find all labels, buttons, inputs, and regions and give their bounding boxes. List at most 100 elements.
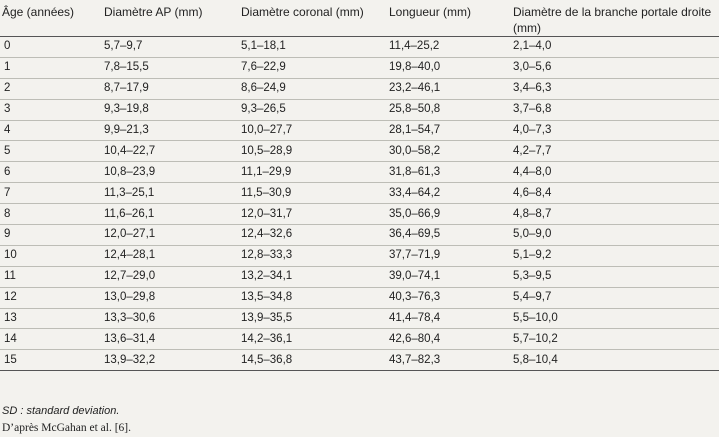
footnote-sd: SD : standard deviation. — [2, 405, 120, 417]
cell-ap-diameter: 8,7–17,9 — [104, 82, 149, 95]
cell-age: 8 — [4, 207, 11, 220]
footnotes: SD : standard deviation. D’après McGahan… — [2, 403, 131, 437]
cell-age: 15 — [4, 353, 17, 366]
cell-coronal-diameter: 5,1–18,1 — [241, 40, 286, 53]
table-row: 5 10,4–22,7 10,5–28,9 30,0–58,2 4,2–7,7 — [0, 141, 719, 162]
table-row: 15 13,9–32,2 14,5–36,8 43,7–82,3 5,8–10,4 — [0, 350, 719, 371]
cell-coronal-diameter: 13,5–34,8 — [241, 291, 293, 304]
cell-ap-diameter: 13,0–29,8 — [104, 291, 156, 304]
header-row: Âge (années) Diamètre AP (mm) Diamètre c… — [0, 0, 719, 37]
cell-coronal-diameter: 8,6–24,9 — [241, 82, 286, 95]
cell-ap-diameter: 12,7–29,0 — [104, 270, 156, 283]
cell-coronal-diameter: 10,5–28,9 — [241, 144, 293, 157]
table-row: 3 9,3–19,8 9,3–26,5 25,8–50,8 3,7–6,8 — [0, 99, 719, 121]
cell-portal-branch-diameter: 5,3–9,5 — [513, 270, 552, 283]
cell-ap-diameter: 10,4–22,7 — [104, 144, 156, 157]
cell-length: 25,8–50,8 — [389, 103, 441, 116]
cell-age: 3 — [4, 103, 11, 116]
header-age: Âge (années) — [2, 5, 75, 19]
cell-coronal-diameter: 14,5–36,8 — [241, 353, 293, 366]
cell-portal-branch-diameter: 4,0–7,3 — [513, 124, 552, 136]
cell-ap-diameter: 9,9–21,3 — [104, 124, 149, 136]
header-right-portal-branch-diameter: Diamètre de la branche portale droite (m… — [513, 5, 712, 35]
cell-length: 28,1–54,7 — [389, 124, 441, 136]
cell-ap-diameter: 10,8–23,9 — [104, 165, 156, 178]
cell-ap-diameter: 9,3–19,8 — [104, 103, 149, 116]
cell-portal-branch-diameter: 3,7–6,8 — [513, 103, 552, 116]
cell-length: 23,2–46,1 — [389, 82, 441, 95]
table-row: 13 13,3–30,6 13,9–35,5 41,4–78,4 5,5–10,0 — [0, 308, 719, 329]
table-row: 0 5,7–9,7 5,1–18,1 11,4–25,2 2,1–4,0 — [0, 37, 719, 58]
cell-coronal-diameter: 12,4–32,6 — [241, 228, 293, 241]
cell-age: 0 — [4, 40, 11, 53]
cell-age: 7 — [4, 186, 11, 199]
cell-portal-branch-diameter: 5,0–9,0 — [513, 228, 552, 241]
cell-age: 11 — [4, 270, 16, 283]
cell-length: 40,3–76,3 — [389, 291, 441, 304]
cell-length: 36,4–69,5 — [389, 228, 441, 241]
cell-ap-diameter: 13,3–30,6 — [104, 312, 156, 325]
cell-length: 33,4–64,2 — [389, 186, 441, 199]
cell-length: 35,0–66,9 — [389, 207, 441, 220]
header-length: Longueur (mm) — [389, 5, 472, 19]
cell-age: 5 — [4, 144, 11, 157]
table-row: 10 12,4–28,1 12,8–33,3 37,7–71,9 5,1–9,2 — [0, 245, 719, 267]
cell-coronal-diameter: 12,0–31,7 — [241, 207, 293, 220]
cell-age: 4 — [4, 124, 11, 136]
cell-portal-branch-diameter: 5,4–9,7 — [513, 291, 552, 304]
cell-coronal-diameter: 11,1–29,9 — [241, 165, 292, 178]
cell-ap-diameter: 7,8–15,5 — [104, 61, 149, 74]
cell-coronal-diameter: 11,5–30,9 — [241, 186, 292, 199]
cell-ap-diameter: 11,3–25,1 — [104, 186, 155, 199]
table-row: 12 13,0–29,8 13,5–34,8 40,3–76,3 5,4–9,7 — [0, 287, 719, 309]
table-row: 11 12,7–29,0 13,2–34,1 39,0–74,1 5,3–9,5 — [0, 266, 719, 288]
cell-coronal-diameter: 13,2–34,1 — [241, 270, 293, 283]
data-table-container: Âge (années) Diamètre AP (mm) Diamètre c… — [0, 0, 719, 371]
table-row: 14 13,6–31,4 14,2–36,1 42,6–80,4 5,7–10,2 — [0, 329, 719, 350]
cell-ap-diameter: 5,7–9,7 — [104, 40, 143, 53]
cell-portal-branch-diameter: 5,5–10,0 — [513, 312, 558, 325]
cell-coronal-diameter: 9,3–26,5 — [241, 103, 286, 116]
cell-length: 43,7–82,3 — [389, 353, 441, 366]
cell-portal-branch-diameter: 5,1–9,2 — [513, 249, 552, 262]
cell-length: 42,6–80,4 — [389, 332, 441, 345]
cell-ap-diameter: 13,6–31,4 — [104, 332, 156, 345]
table-header: Âge (années) Diamètre AP (mm) Diamètre c… — [0, 0, 719, 37]
table-row: 8 11,6–26,1 12,0–31,7 35,0–66,9 4,8–8,7 — [0, 204, 719, 225]
cell-portal-branch-diameter: 4,4–8,0 — [513, 165, 552, 178]
cell-age: 10 — [4, 249, 17, 262]
cell-age: 14 — [4, 332, 17, 345]
cell-portal-branch-diameter: 5,7–10,2 — [513, 332, 558, 345]
footnote-source: D’après McGahan et al. [6]. — [2, 422, 131, 434]
header-ap-diameter: Diamètre AP (mm) — [104, 5, 203, 19]
liver-dimensions-table: Âge (années) Diamètre AP (mm) Diamètre c… — [0, 0, 719, 371]
cell-length: 41,4–78,4 — [389, 312, 441, 325]
cell-age: 9 — [4, 228, 11, 241]
cell-age: 2 — [4, 82, 11, 95]
cell-coronal-diameter: 13,9–35,5 — [241, 312, 293, 325]
table-row: 4 9,9–21,3 10,0–27,7 28,1–54,7 4,0–7,3 — [0, 120, 719, 141]
cell-ap-diameter: 11,6–26,1 — [104, 207, 155, 220]
cell-length: 37,7–71,9 — [389, 249, 441, 262]
table-body: 0 5,7–9,7 5,1–18,1 11,4–25,2 2,1–4,0 1 7,8–15,… — [0, 37, 719, 371]
cell-ap-diameter: 12,4–28,1 — [104, 249, 156, 262]
cell-portal-branch-diameter: 2,1–4,0 — [513, 40, 552, 53]
table-row: 2 8,7–17,9 8,6–24,9 23,2–46,1 3,4–6,3 — [0, 78, 719, 100]
header-coronal-diameter: Diamètre coronal (mm) — [241, 5, 364, 19]
cell-portal-branch-diameter: 4,6–8,4 — [513, 186, 552, 199]
cell-length: 19,8–40,0 — [389, 61, 441, 74]
cell-coronal-diameter: 7,6–22,9 — [241, 61, 286, 74]
table-row: 9 12,0–27,1 12,4–32,6 36,4–69,5 5,0–9,0 — [0, 225, 719, 246]
cell-coronal-diameter: 12,8–33,3 — [241, 249, 293, 262]
table-row: 6 10,8–23,9 11,1–29,9 31,8–61,3 4,4–8,0 — [0, 162, 719, 183]
cell-coronal-diameter: 10,0–27,7 — [241, 124, 293, 136]
cell-ap-diameter: 12,0–27,1 — [104, 228, 156, 241]
cell-coronal-diameter: 14,2–36,1 — [241, 332, 293, 345]
cell-portal-branch-diameter: 3,4–6,3 — [513, 82, 552, 95]
cell-length: 30,0–58,2 — [389, 144, 441, 157]
cell-age: 12 — [4, 291, 17, 304]
cell-age: 1 — [4, 61, 11, 74]
cell-age: 6 — [4, 165, 11, 178]
cell-length: 31,8–61,3 — [389, 165, 441, 178]
cell-ap-diameter: 13,9–32,2 — [104, 353, 156, 366]
